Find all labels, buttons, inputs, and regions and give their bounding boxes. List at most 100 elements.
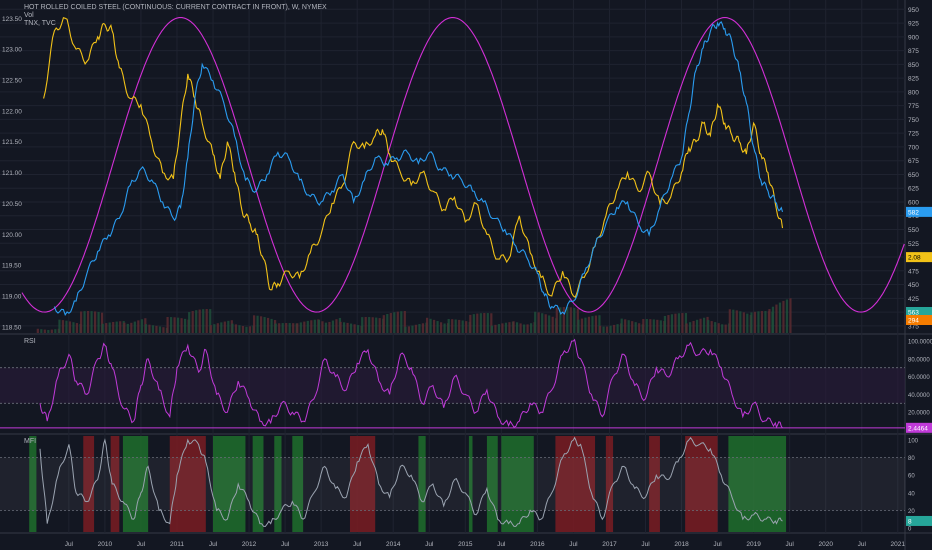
volume-bar — [594, 315, 598, 333]
volume-bar — [36, 328, 39, 333]
volume-bar — [378, 318, 381, 333]
volume-bar — [458, 319, 461, 333]
volume-bar — [688, 322, 692, 333]
volume-bar — [386, 314, 389, 333]
x-axis-tick-label: Jul — [713, 541, 722, 548]
volume-bar — [313, 319, 316, 333]
x-axis-tick-label: 2018 — [674, 541, 689, 548]
right-axis-tick-label: 600 — [908, 199, 919, 206]
volume-bar — [281, 323, 284, 333]
volume-bar — [396, 311, 399, 333]
volume-bar — [684, 313, 688, 333]
volume-bar — [515, 322, 519, 333]
volume-bar — [321, 321, 324, 333]
volume-bar — [155, 325, 158, 333]
mfi-zone-red — [349, 436, 376, 532]
volume-bar — [512, 321, 515, 333]
volume-bar — [162, 327, 165, 333]
volume-bar — [202, 309, 205, 333]
volume-bar — [101, 323, 104, 333]
volume-bar — [529, 323, 533, 333]
mfi-zone-red — [83, 436, 95, 532]
volume-bar — [548, 315, 551, 333]
x-axis-tick-label: Jul — [858, 541, 867, 548]
mfi-zone-green — [29, 436, 37, 532]
volume-bar — [476, 313, 479, 333]
volume-bar — [263, 317, 266, 333]
volume-bar — [285, 323, 288, 333]
legend-vol[interactable]: Vol — [24, 12, 34, 19]
volume-bar — [667, 315, 670, 333]
volume-bar — [151, 325, 155, 333]
volume-bar — [108, 322, 111, 333]
volume-bar — [587, 316, 591, 333]
volume-bar — [93, 311, 97, 333]
volume-bar — [47, 330, 50, 333]
volume-bar — [86, 311, 90, 333]
volume-bar — [634, 322, 637, 333]
volume-bar — [436, 321, 439, 333]
volume-bar — [649, 319, 652, 333]
volume-bar — [123, 322, 126, 333]
volume-bar — [753, 311, 757, 333]
x-axis-tick-label: Jul — [641, 541, 650, 548]
mfi-zone-green — [728, 436, 787, 532]
mfi-axis-tick-label: 20 — [908, 509, 915, 515]
volume-bar — [652, 319, 655, 333]
x-axis-tick-label: 2013 — [314, 541, 329, 548]
volume-bar — [148, 324, 151, 333]
volume-bar — [339, 321, 342, 333]
volume-bar — [645, 319, 648, 333]
volume-bar — [695, 319, 699, 333]
volume-bar — [100, 312, 104, 333]
rsi-band — [0, 367, 905, 404]
volume-bar — [278, 323, 281, 333]
left-axis-tick-label: 123.50 — [2, 16, 22, 23]
volume-bar — [508, 322, 511, 333]
volume-bar — [659, 320, 662, 333]
volume-bar — [732, 309, 735, 333]
volume-bar — [90, 311, 93, 333]
volume-bar — [602, 326, 605, 333]
volume-bar — [710, 321, 713, 333]
volume-bar — [551, 316, 554, 333]
volume-bar — [721, 324, 724, 333]
mfi-zone-green — [292, 436, 304, 532]
legend-tnx[interactable]: TNX, TVC — [24, 20, 56, 27]
volume-bar — [292, 323, 295, 333]
volume-bar — [519, 323, 522, 333]
right-axis-tick-label: 700 — [908, 144, 919, 151]
right-axis-tick-label: 675 — [908, 158, 919, 165]
volume-bar — [58, 319, 61, 333]
volume-bar — [299, 322, 302, 333]
volume-bar — [317, 319, 321, 333]
volume-bar — [50, 329, 53, 333]
x-axis-tick-label: 2011 — [170, 541, 184, 548]
x-axis-tick-label: 2017 — [602, 541, 617, 548]
volume-bar — [180, 318, 183, 333]
volume-bar — [616, 324, 619, 333]
right-axis-tick-label: 425 — [908, 296, 919, 303]
x-axis-tick-label: 2019 — [746, 541, 761, 548]
volume-bar — [75, 323, 79, 333]
volume-bar — [486, 313, 489, 333]
volume-bar — [133, 321, 136, 333]
volume-bar — [609, 325, 612, 333]
volume-bar — [707, 320, 710, 333]
volume-bar — [105, 323, 108, 333]
tnx-last-value-bg — [906, 252, 932, 263]
volume-bar — [469, 314, 472, 333]
rsi-axis-tick-label: 80.0000 — [908, 357, 930, 363]
left-axis-tick-label: 119.50 — [2, 263, 22, 270]
rsi-last-value-bg — [906, 422, 932, 433]
volume-bar — [591, 316, 594, 333]
volume-bar — [775, 304, 778, 333]
chart-legend: HOT ROLLED COILED STEEL (CONTINUOUS: CUR… — [24, 4, 327, 28]
volume-bar — [789, 298, 792, 333]
right-axis-tick-label: 550 — [908, 227, 919, 234]
volume-bar — [296, 323, 299, 333]
rsi-axis-tick-label: 60.0000 — [908, 375, 930, 381]
volume-bar — [663, 315, 667, 333]
